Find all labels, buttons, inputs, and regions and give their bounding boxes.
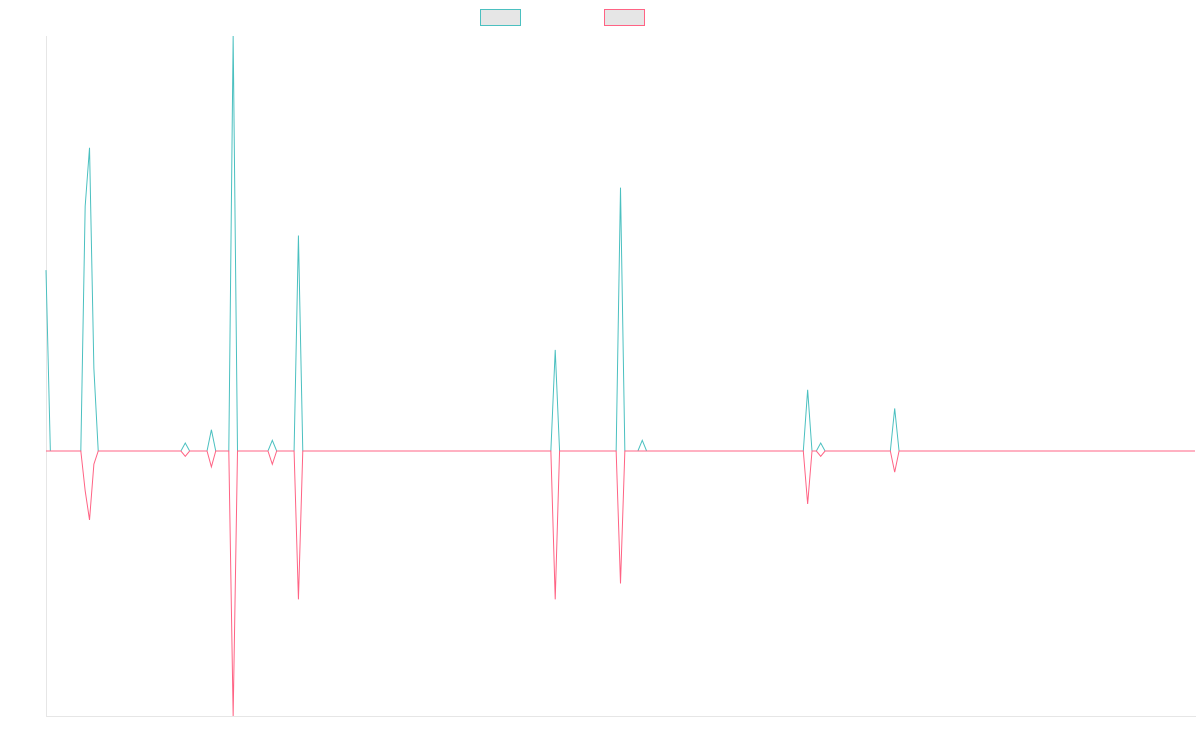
axes <box>46 36 1196 717</box>
series-2-line <box>46 450 1195 717</box>
series-1-line <box>45 35 1195 452</box>
plot-area <box>45 35 1195 717</box>
legend-swatch-series-1[interactable] <box>480 9 521 26</box>
legend-swatch-series-2[interactable] <box>604 9 645 26</box>
legend <box>480 9 645 26</box>
